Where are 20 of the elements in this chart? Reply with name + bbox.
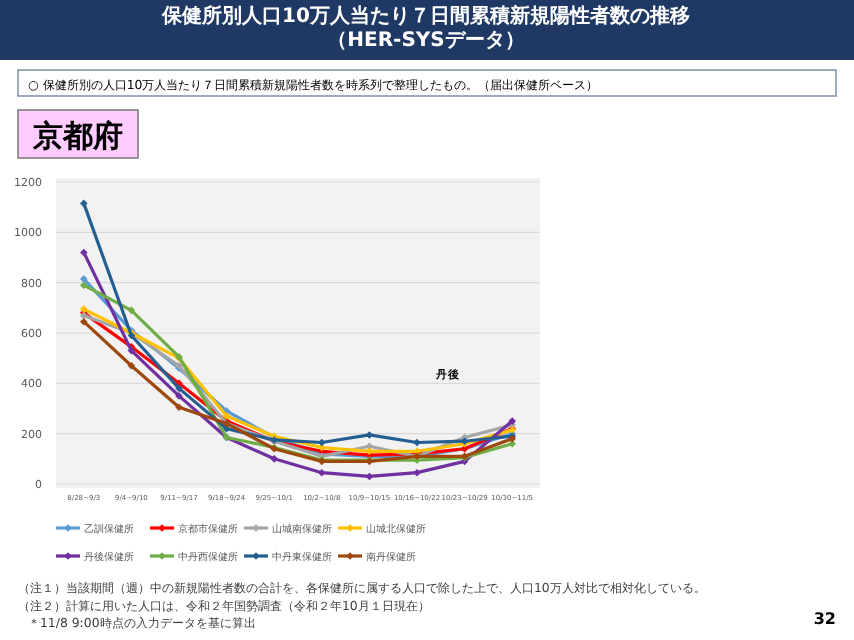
point: [270, 455, 278, 463]
point: [127, 306, 136, 315]
text: 32: [813, 610, 836, 628]
point: [80, 199, 88, 208]
point: [175, 403, 183, 412]
text: 京都府: [31, 118, 123, 154]
point: [80, 248, 88, 257]
line-series: [80, 199, 516, 447]
point: [80, 317, 88, 326]
point: [175, 384, 183, 393]
point: [222, 412, 231, 420]
point: [413, 438, 421, 447]
point: [127, 361, 136, 370]
point: [80, 281, 88, 289]
chart-title: 保健所別人口10万人当たり７日間累積新規陽性者数の推移（HER-SYSデータ）: [159, 2, 692, 54]
point: [318, 438, 326, 447]
point: [318, 468, 326, 477]
line-series: [80, 248, 516, 481]
point: [80, 275, 88, 283]
point: [413, 468, 421, 477]
